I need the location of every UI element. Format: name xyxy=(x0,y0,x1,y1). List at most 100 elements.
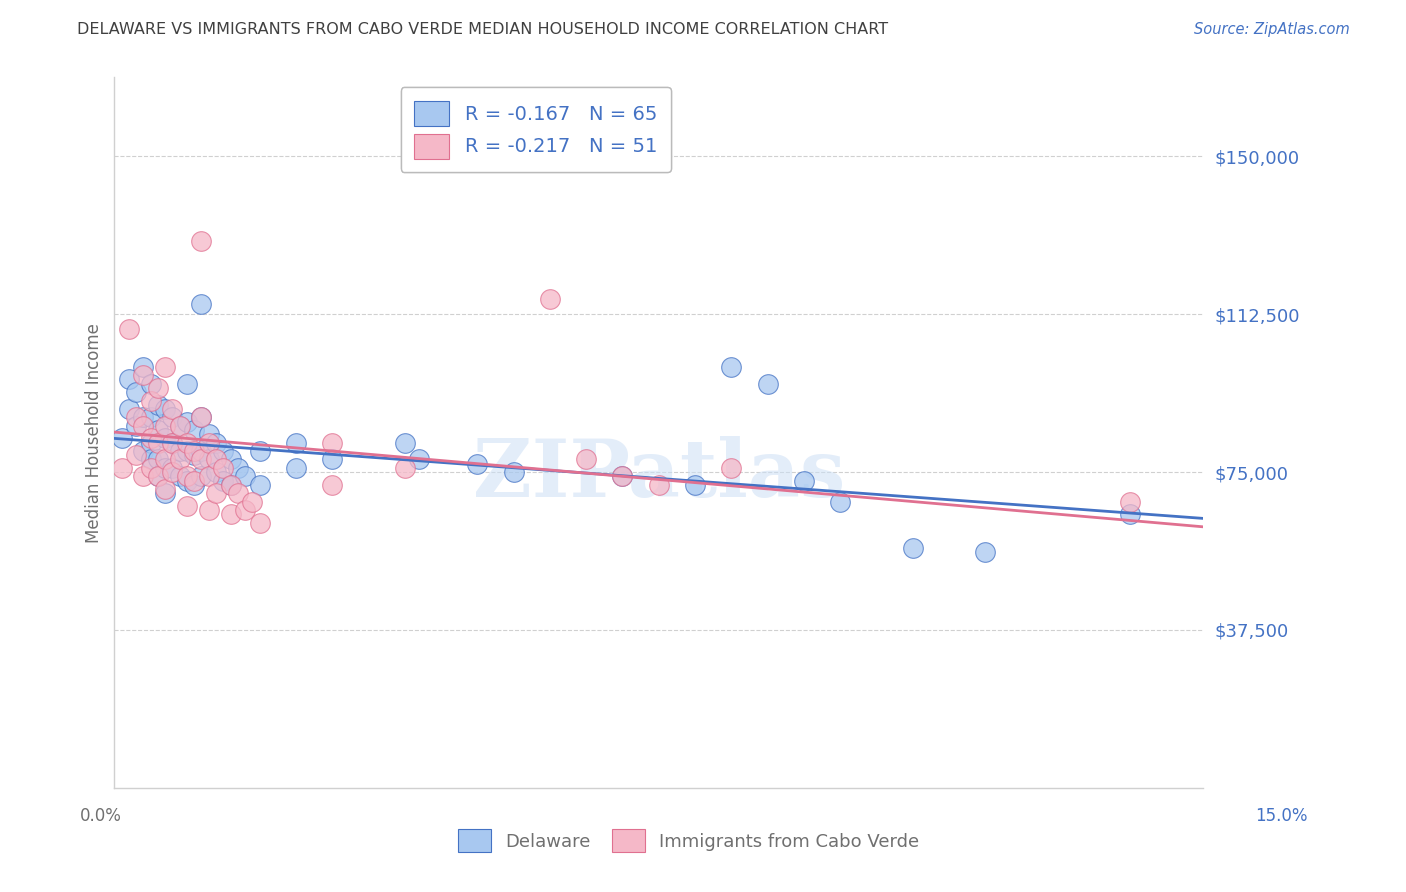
Point xyxy=(502,465,524,479)
Point xyxy=(146,423,169,437)
Point xyxy=(176,435,198,450)
Point xyxy=(1119,507,1142,521)
Point xyxy=(647,477,669,491)
Point xyxy=(125,385,148,400)
Point xyxy=(176,415,198,429)
Point xyxy=(169,418,191,433)
Point xyxy=(146,452,169,467)
Point xyxy=(162,435,184,450)
Point xyxy=(212,474,235,488)
Point xyxy=(212,444,235,458)
Point xyxy=(538,293,561,307)
Point xyxy=(197,469,219,483)
Point xyxy=(183,444,205,458)
Point xyxy=(233,503,256,517)
Point xyxy=(219,452,242,467)
Point xyxy=(205,486,228,500)
Point xyxy=(612,469,634,483)
Point xyxy=(205,452,228,467)
Point xyxy=(139,452,162,467)
Point xyxy=(176,444,198,458)
Point xyxy=(118,372,141,386)
Point xyxy=(190,469,212,483)
Point xyxy=(146,469,169,483)
Point xyxy=(205,435,228,450)
Legend: R = -0.167   N = 65, R = -0.217   N = 51: R = -0.167 N = 65, R = -0.217 N = 51 xyxy=(401,87,671,172)
Text: Source: ZipAtlas.com: Source: ZipAtlas.com xyxy=(1194,22,1350,37)
Point xyxy=(183,423,205,437)
Point xyxy=(197,427,219,442)
Point xyxy=(162,410,184,425)
Point xyxy=(612,469,634,483)
Point xyxy=(155,431,177,445)
Point xyxy=(394,461,416,475)
Point xyxy=(249,477,271,491)
Point xyxy=(974,545,997,559)
Point xyxy=(190,296,212,310)
Point xyxy=(240,494,263,508)
Point xyxy=(155,486,177,500)
Point xyxy=(132,469,155,483)
Point xyxy=(219,477,242,491)
Point xyxy=(408,452,430,467)
Point xyxy=(176,376,198,391)
Point xyxy=(111,431,134,445)
Point xyxy=(155,452,177,467)
Point xyxy=(321,452,343,467)
Point xyxy=(575,452,598,467)
Point xyxy=(394,435,416,450)
Point xyxy=(169,452,191,467)
Point xyxy=(284,435,307,450)
Point xyxy=(111,461,134,475)
Point xyxy=(176,499,198,513)
Point xyxy=(146,398,169,412)
Point xyxy=(1119,494,1142,508)
Point xyxy=(190,444,212,458)
Point xyxy=(756,376,779,391)
Point xyxy=(793,474,815,488)
Point xyxy=(465,457,488,471)
Point xyxy=(183,474,205,488)
Point xyxy=(321,435,343,450)
Point xyxy=(132,368,155,383)
Point xyxy=(162,461,184,475)
Point xyxy=(155,401,177,416)
Point xyxy=(190,410,212,425)
Point xyxy=(197,452,219,467)
Point xyxy=(321,477,343,491)
Point xyxy=(155,359,177,374)
Point xyxy=(205,465,228,479)
Point xyxy=(155,461,177,475)
Point xyxy=(155,418,177,433)
Y-axis label: Median Household Income: Median Household Income xyxy=(86,323,103,542)
Point xyxy=(190,234,212,248)
Point xyxy=(125,418,148,433)
Point xyxy=(139,376,162,391)
Point xyxy=(125,448,148,462)
Point xyxy=(146,435,169,450)
Point xyxy=(132,444,155,458)
Point xyxy=(162,401,184,416)
Point xyxy=(720,461,742,475)
Point xyxy=(901,541,924,555)
Text: DELAWARE VS IMMIGRANTS FROM CABO VERDE MEDIAN HOUSEHOLD INCOME CORRELATION CHART: DELAWARE VS IMMIGRANTS FROM CABO VERDE M… xyxy=(77,22,889,37)
Point xyxy=(118,401,141,416)
Point xyxy=(146,469,169,483)
Point xyxy=(139,461,162,475)
Point xyxy=(132,410,155,425)
Point xyxy=(197,435,219,450)
Point xyxy=(139,393,162,408)
Point xyxy=(132,359,155,374)
Point xyxy=(219,477,242,491)
Point xyxy=(139,431,162,445)
Text: ZIPatlas: ZIPatlas xyxy=(472,436,845,515)
Point xyxy=(162,465,184,479)
Point xyxy=(830,494,852,508)
Point xyxy=(169,469,191,483)
Point xyxy=(226,486,249,500)
Point xyxy=(125,410,148,425)
Point xyxy=(212,461,235,475)
Point xyxy=(249,516,271,530)
Point xyxy=(226,461,249,475)
Text: 0.0%: 0.0% xyxy=(80,807,122,825)
